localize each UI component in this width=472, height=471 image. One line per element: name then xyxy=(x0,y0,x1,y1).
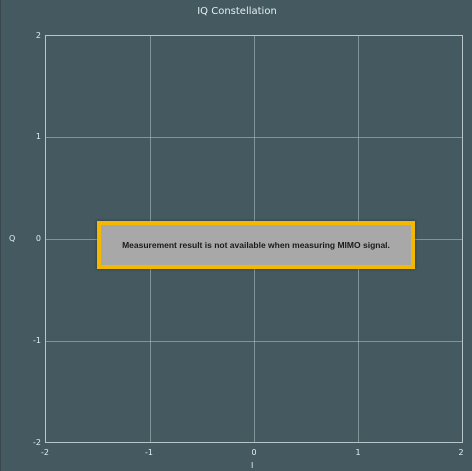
y-tick-label: 2 xyxy=(35,31,41,40)
grid-line-y-1 xyxy=(46,137,462,138)
grid-line-y--1 xyxy=(46,341,462,342)
y-tick-label: 1 xyxy=(35,132,41,141)
x-tick-label: 2 xyxy=(458,448,464,457)
y-tick-label: 0 xyxy=(35,234,41,243)
x-axis-label: I xyxy=(251,461,254,470)
x-tick-label: -1 xyxy=(145,448,153,457)
unavailable-message-text: Measurement result is not available when… xyxy=(122,240,390,250)
x-tick-label: 1 xyxy=(355,448,361,457)
x-tick-label: -2 xyxy=(41,448,49,457)
y-tick-label: -1 xyxy=(33,336,41,345)
x-tick-label: 0 xyxy=(251,448,257,457)
chart-title: IQ Constellation xyxy=(197,6,277,17)
unavailable-message-box: Measurement result is not available when… xyxy=(97,221,415,269)
y-tick-label: -2 xyxy=(33,438,41,447)
y-axis-label: Q xyxy=(9,234,16,243)
